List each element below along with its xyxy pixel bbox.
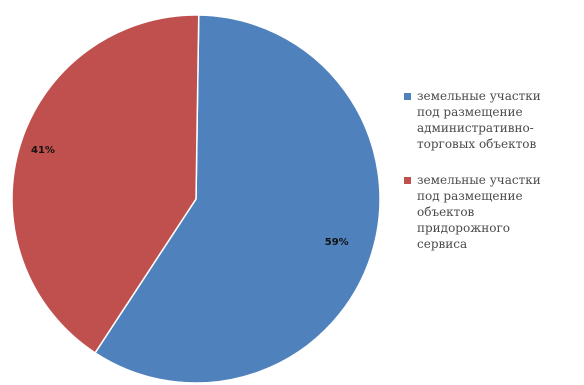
legend-swatch-blue [404, 93, 411, 100]
legend-item-2: земельные участки под размещение объекто… [404, 172, 582, 252]
data-label-1: 59% [325, 237, 349, 248]
pie-slice-1 [94, 14, 381, 384]
pie-chart-canvas: 59% 41% [11, 14, 381, 384]
chart-legend: земельные участки под размещение админис… [404, 88, 582, 252]
legend-swatch-red [404, 177, 411, 184]
data-label-2: 41% [31, 145, 55, 156]
pie-slice-2 [11, 14, 200, 354]
legend-label-1: земельные участки под размещение админис… [417, 89, 541, 151]
legend-label-2: земельные участки под размещение объекто… [417, 173, 541, 251]
legend-item-1: земельные участки под размещение админис… [404, 88, 582, 152]
